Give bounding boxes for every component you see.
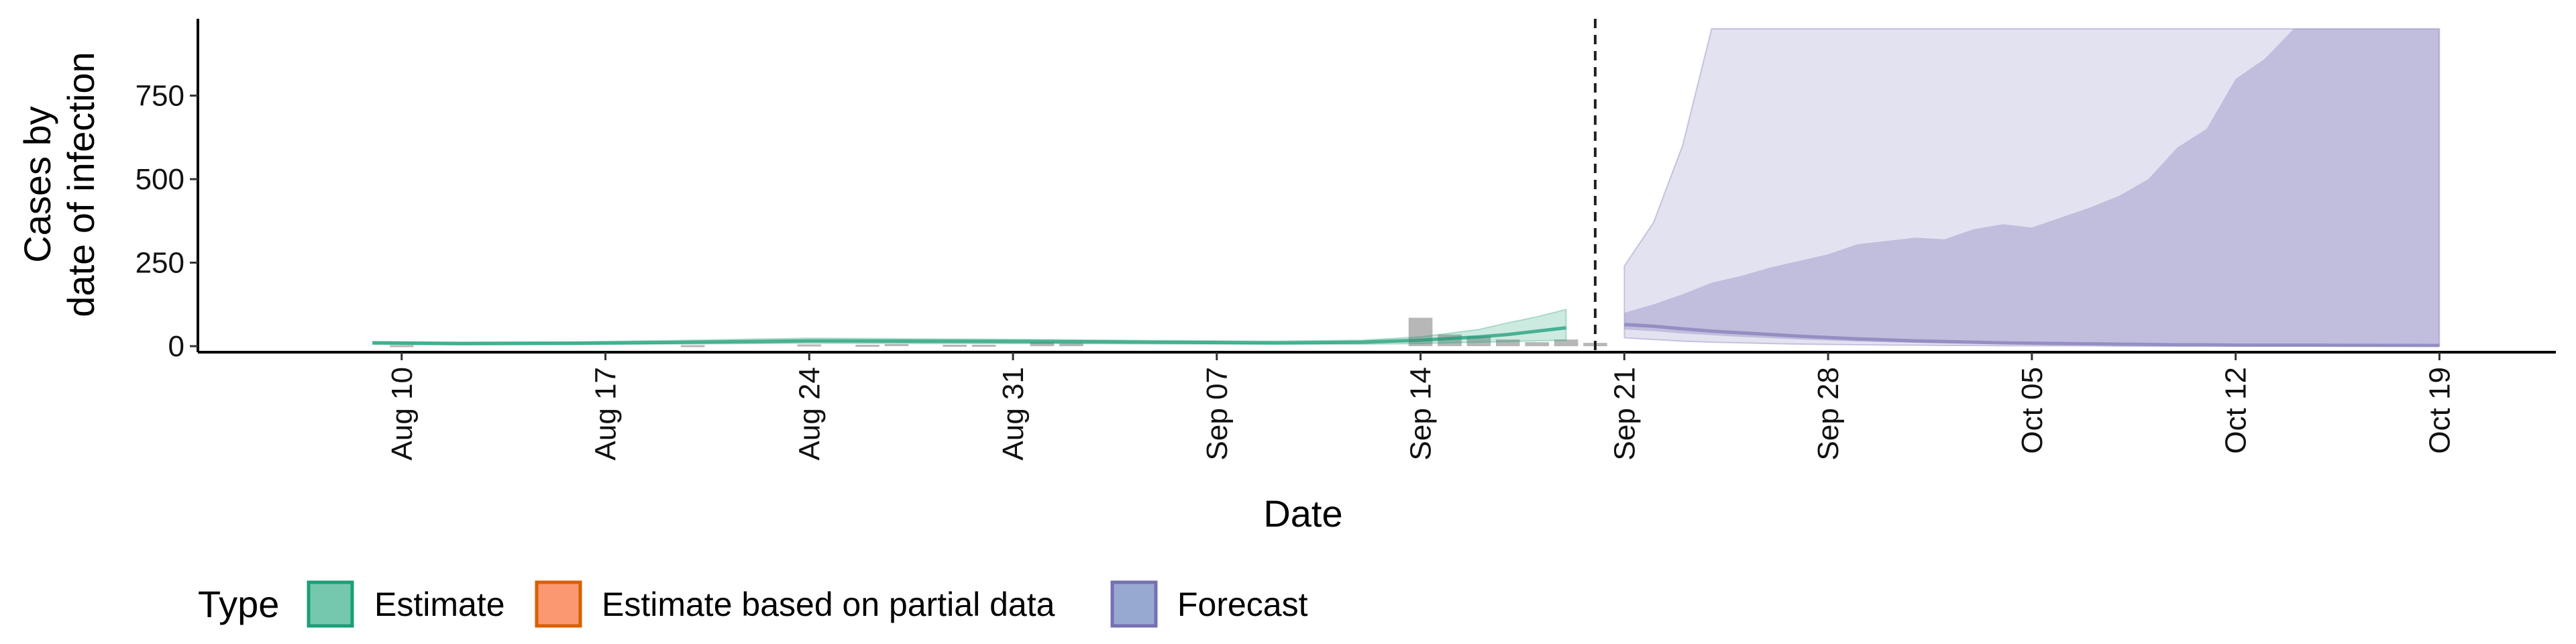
x-tick-label: Aug 10 bbox=[386, 367, 419, 460]
x-axis-ticks: Aug 10 Aug 17 Aug 24 Aug 31 Sep 07 Sep 14 Sep … bbox=[386, 352, 2456, 460]
reported-cases-bar bbox=[1525, 342, 1549, 347]
estimate-band-90 bbox=[372, 309, 1567, 346]
legend-label-partial-estimate: Estimate based on partial data bbox=[602, 586, 1055, 623]
reported-cases-bar bbox=[1496, 339, 1520, 347]
x-tick-label: Aug 31 bbox=[997, 367, 1030, 460]
legend: Type Estimate Estimate based on partial … bbox=[198, 580, 1308, 628]
legend-key-partial-estimate bbox=[535, 580, 582, 628]
reported-cases-bar bbox=[390, 345, 414, 347]
x-tick-label: Oct 19 bbox=[2423, 367, 2456, 454]
y-tick-label: 750 bbox=[136, 80, 184, 113]
legend-title: Type bbox=[198, 583, 279, 625]
y-tick-label: 250 bbox=[136, 247, 184, 280]
forecast-band-90 bbox=[1623, 28, 2440, 347]
reported-cases-bar bbox=[797, 344, 822, 347]
x-tick-label: Oct 05 bbox=[2016, 367, 2049, 454]
reported-cases-bar bbox=[855, 345, 879, 347]
y-axis-title-line-2: date of infection bbox=[60, 52, 102, 317]
y-axis-ticks: 0 250 500 750 bbox=[136, 80, 198, 363]
reported-cases-bar bbox=[971, 345, 996, 347]
y-tick-label: 500 bbox=[136, 163, 184, 196]
legend-key-estimate bbox=[307, 580, 354, 628]
x-tick-label: Sep 07 bbox=[1201, 367, 1234, 460]
reported-cases-bar bbox=[884, 344, 909, 346]
y-axis-title-line-1: Cases by bbox=[16, 106, 58, 262]
plot-area bbox=[372, 19, 2440, 352]
forecast-median-line bbox=[1624, 323, 2440, 347]
legend-label-forecast: Forecast bbox=[1177, 586, 1308, 623]
x-tick-label: Sep 21 bbox=[1608, 367, 1641, 460]
forecast-band-50 bbox=[1624, 28, 2440, 346]
x-tick-label: Sep 14 bbox=[1405, 367, 1438, 460]
reported-cases-bar bbox=[1554, 339, 1578, 347]
x-tick-label: Aug 24 bbox=[793, 367, 826, 460]
x-tick-label: Sep 28 bbox=[1812, 367, 1845, 460]
x-axis-title: Date bbox=[1263, 492, 1342, 535]
reported-cases-bar bbox=[680, 345, 705, 347]
axes bbox=[197, 19, 2556, 354]
estimate-median-line bbox=[372, 326, 1566, 345]
legend-label-estimate: Estimate bbox=[374, 586, 505, 623]
x-tick-label: Aug 17 bbox=[590, 367, 623, 460]
legend-key-forecast bbox=[1110, 580, 1158, 628]
reported-cases-bar bbox=[1059, 343, 1083, 347]
reported-cases-bar bbox=[943, 345, 967, 347]
reported-cases-bar bbox=[1030, 342, 1055, 347]
y-tick-label: 0 bbox=[168, 330, 184, 363]
x-tick-label: Oct 12 bbox=[2220, 367, 2253, 454]
